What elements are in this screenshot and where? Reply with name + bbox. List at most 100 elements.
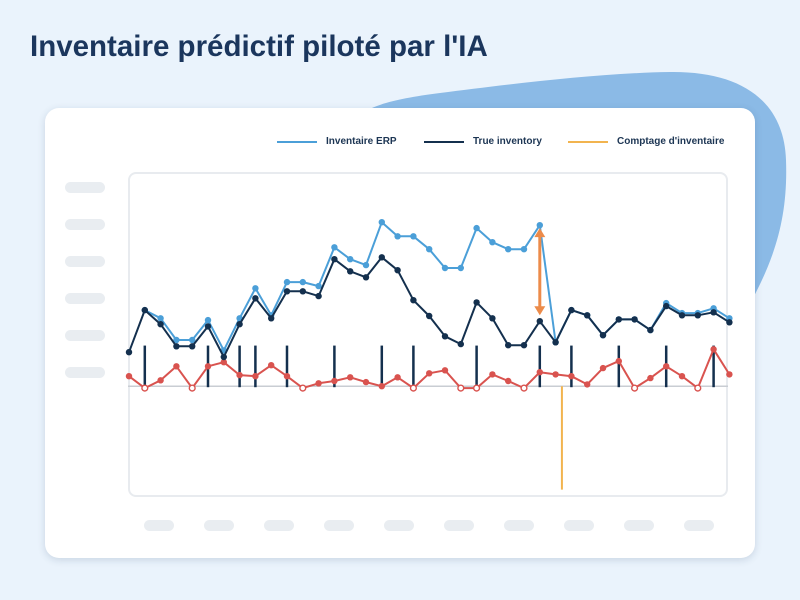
unlabeled-line-series-point [362,378,370,386]
inventaire-erp-point [473,224,480,232]
true-inventory-point [615,316,622,323]
x-axis-label-placeholder [204,520,234,531]
unlabeled-line-series-point [552,371,559,378]
true-inventory-point [236,321,243,328]
true-inventory-point [189,343,196,350]
unlabeled-line-series-point [568,373,575,380]
inventaire-erp-point [315,282,322,290]
unlabeled-line-series-point [536,369,543,376]
inventaire-erp-point [362,261,370,269]
inventaire-erp-point [299,278,306,286]
unlabeled-line-series-point [426,370,433,377]
unlabeled-line-series-point [378,383,385,390]
true-inventory-point [489,315,496,322]
unlabeled-line-series-hollow-point [473,384,481,392]
unlabeled-line-series-point [220,359,227,366]
unlabeled-line-series-point [315,380,322,387]
inventaire-erp-point [520,246,528,253]
inventaire-erp-point [347,256,354,263]
true-inventory-point [584,312,591,319]
gap-arrow-head-top [534,228,546,238]
x-axis-label-placeholder [564,520,594,531]
x-axis-label-placeholder [444,520,474,531]
true-inventory-point [505,342,512,349]
inventaire-erp-point [457,264,464,272]
y-axis-label-placeholder [65,329,105,341]
unlabeled-line-series-point [173,363,180,370]
inventaire-erp-point [252,285,259,292]
true-inventory-point [710,309,717,316]
unlabeled-line-series-line [128,348,731,390]
unlabeled-line-series-point [663,363,670,370]
true-inventory-point [473,299,480,306]
unlabeled-line-series-hollow-point [694,384,702,392]
inventaire-erp-point [204,316,212,324]
true-inventory-point [647,326,654,334]
unlabeled-line-series-point [268,362,275,369]
inventaire-erp-point [536,222,543,229]
y-axis-label-placeholder [65,255,105,267]
true-inventory-point [173,343,180,350]
true-inventory-point [125,349,133,356]
legend-label: Comptage d'inventaire [617,136,725,147]
true-inventory-group [125,254,733,361]
unlabeled-line-series-point [331,377,338,385]
inventaire-erp-point [489,239,496,246]
unlabeled-line-series-point [615,357,622,365]
unlabeled-line-series-point [726,371,733,378]
inventaire-erp-point [505,246,512,253]
x-axis-label-placeholder [684,520,714,531]
y-axis-label-placeholder [65,218,105,230]
unlabeled-line-series-point [347,374,354,381]
x-axis-label-placeholder [264,520,294,531]
true-inventory-point [220,353,227,361]
inventaire-erp-point [394,233,401,240]
x-axis-label-placeholder [144,520,174,531]
unlabeled-line-series-hollow-point [299,384,307,392]
true-inventory-point [599,332,607,339]
x-axis-label-placeholder [324,520,354,531]
inventaire-erp-point [157,315,164,322]
true-inventory-point [141,306,148,314]
x-axis-label-placeholder [624,520,654,531]
true-inventory-point [552,339,559,346]
y-axis-label-placeholder [65,366,105,378]
inventaire-erp-point [173,336,180,344]
true-inventory-point [678,312,686,319]
unlabeled-line-series-point [710,346,717,353]
legend-swatch [568,141,608,143]
unlabeled-line-series-group [125,346,733,392]
inventaire-erp-point [378,219,385,226]
unlabeled-line-series-point [204,363,212,370]
legend-swatch [277,141,317,143]
legend-item-true-inventory: True inventory [424,136,542,148]
true-inventory-point [362,274,370,281]
true-inventory-point [631,316,638,323]
inventaire-erp-group [141,219,733,354]
plot-area-frame [128,172,728,497]
unlabeled-line-series-point [441,367,449,374]
true-inventory-point [252,295,259,302]
true-inventory-point [694,312,701,319]
unlabeled-line-series-point [584,381,591,388]
inventaire-erp-point [441,264,449,272]
chart-card: Inventaire ERP True inventory Comptage d… [45,108,755,558]
inventaire-erp-point [283,278,291,286]
unlabeled-line-series-point [236,371,243,379]
true-inventory-point [426,312,433,320]
inventaire-erp-point [410,233,417,240]
unlabeled-line-series-point [125,373,133,380]
inventaire-erp-line [143,221,731,352]
true-inventory-point [536,318,543,325]
gap-double-arrow [534,228,546,316]
unlabeled-line-series-point [505,377,512,385]
true-inventory-point [204,323,212,330]
inventaire-erp-point [426,246,433,253]
true-inventory-point [378,254,385,261]
true-inventory-point [663,302,670,310]
chart-plot [125,219,733,490]
gap-arrow-head-bottom [534,306,546,316]
x-axis-label-placeholder [504,520,534,531]
true-inventory-point [299,288,306,295]
legend-label: True inventory [473,136,542,147]
